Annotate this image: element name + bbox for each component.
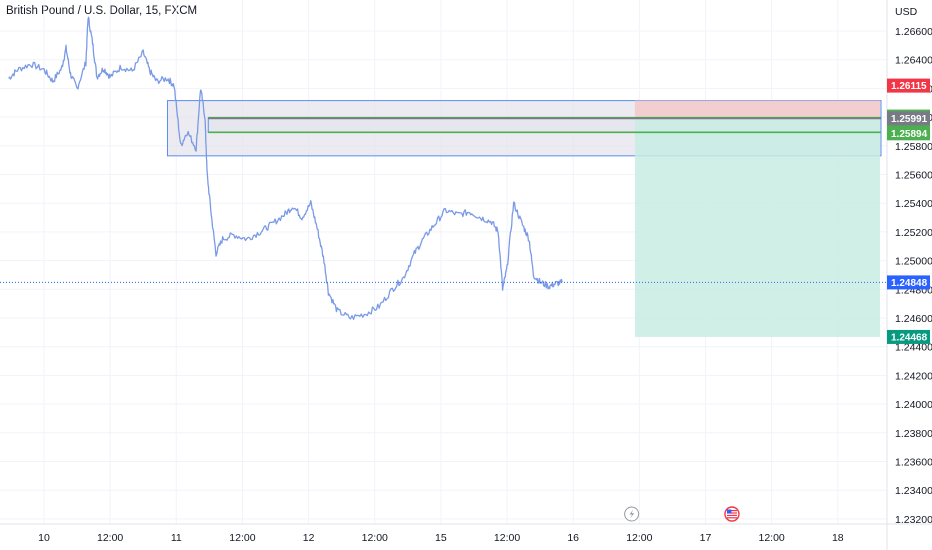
y-tick-label: 1.25200 [895, 227, 932, 239]
y-tick-label: 1.25600 [895, 170, 932, 182]
price-badge-label: 1.25894 [891, 129, 928, 140]
x-tick-label: 12:00 [494, 532, 520, 544]
x-tick-label: 12:00 [362, 532, 388, 544]
price-badge [887, 111, 930, 126]
price-badge [887, 126, 930, 141]
price-badge-label: 1.24848 [891, 278, 928, 289]
y-tick-label: 1.24400 [895, 342, 932, 354]
x-tick-label: 12:00 [626, 532, 652, 544]
y-tick-label: 1.24200 [895, 370, 932, 382]
price-line [8, 16, 563, 320]
y-tick-label: 1.26600 [895, 26, 932, 38]
flash-event-icon[interactable] [624, 506, 640, 522]
stop-loss-zone [634, 100, 880, 119]
y-tick-label: 1.23800 [895, 428, 932, 440]
zones [166, 100, 882, 337]
x-tick-label: 16 [567, 532, 579, 544]
y-tick-label: 1.23200 [895, 514, 932, 526]
x-tick-label: 18 [832, 532, 844, 544]
flag-stripe [726, 512, 737, 514]
flag-stripe [726, 517, 737, 519]
y-tick-label: 1.23600 [895, 457, 932, 469]
y-tick-label: 1.25400 [895, 198, 932, 210]
x-tick-label: 10 [38, 532, 50, 544]
price-badge [887, 78, 930, 93]
lightning-glyph [629, 509, 635, 519]
y-tick-label: 1.25000 [895, 256, 932, 268]
levels [0, 116, 887, 283]
event-circle [724, 506, 740, 522]
x-tick-label: 12:00 [229, 532, 255, 544]
chart-title: British Pound / U.S. Dollar, 15, FXCM [6, 5, 198, 17]
x-tick-label: 11 [171, 532, 182, 544]
event-markers [624, 506, 740, 522]
us-flag-event-icon[interactable] [724, 506, 740, 522]
price-badge [887, 329, 930, 344]
price-badge-label: 1.24468 [891, 332, 928, 343]
x-tick-label: 12:00 [97, 532, 123, 544]
price-badge [887, 275, 930, 290]
price-badge-label: 1.26115 [891, 81, 927, 92]
x-tick-label: 15 [435, 532, 447, 544]
time-axis: 10 12:00 11 12:00 12 12:00 15 12:00 16 12:00 17 12:… [38, 532, 844, 544]
price-badge-label: 1.25991 [891, 114, 928, 125]
y-tick-label: 1.24600 [895, 313, 932, 325]
y-tick-label: 1.23400 [895, 485, 932, 497]
y-tick-label: 1.25800 [895, 141, 932, 153]
y-tick-label: 1.24000 [895, 399, 932, 411]
flag-stripe [726, 510, 737, 512]
price-badges: 1.261151.261151.259961.259911.258941.248… [887, 78, 930, 344]
x-tick-label: 12:00 [759, 532, 785, 544]
currency-label: USD [895, 6, 918, 18]
x-tick-label: 17 [700, 532, 712, 544]
take-profit-zone [634, 118, 880, 337]
flag-canton [726, 509, 732, 514]
price-series [8, 16, 563, 320]
y-tick-label: 1.26400 [895, 55, 932, 67]
price-axis: 1.266001.264001.262001.260001.258001.256… [895, 26, 932, 526]
x-tick-label: 12 [303, 532, 315, 544]
flag-stripe [726, 514, 737, 516]
